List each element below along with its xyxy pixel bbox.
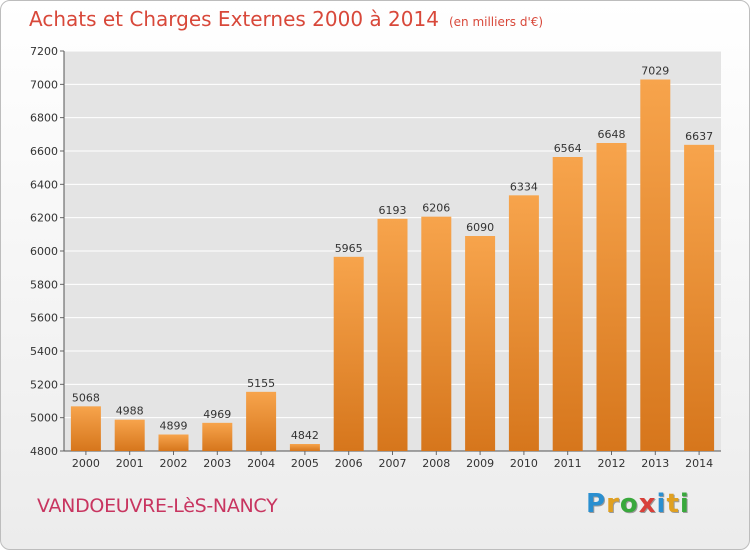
- logo-letter: x: [638, 489, 657, 519]
- x-tick-label: 2004: [247, 457, 275, 470]
- x-tick-label: 2002: [160, 457, 188, 470]
- logo-letter: i: [679, 489, 690, 519]
- bar-value-label: 5068: [72, 391, 100, 404]
- bar-value-label: 7029: [641, 65, 669, 78]
- x-tick-label: 2010: [510, 457, 538, 470]
- x-tick-label: 2003: [203, 457, 231, 470]
- x-tick-label: 2005: [291, 457, 319, 470]
- commune-name: VANDOEUVRE-LèS-NANCY: [37, 495, 278, 517]
- y-tick-label: 5800: [30, 278, 58, 291]
- bar-value-label: 6564: [554, 142, 582, 155]
- bar: [421, 216, 452, 451]
- y-tick-label: 6600: [30, 145, 58, 158]
- bar-value-label: 4842: [291, 429, 319, 442]
- bar: [333, 256, 364, 451]
- bar: [158, 434, 189, 451]
- bar: [640, 79, 671, 451]
- x-tick-label: 2007: [379, 457, 407, 470]
- logo-letter: r: [606, 489, 620, 519]
- bar-value-label: 6206: [422, 202, 450, 215]
- y-tick-label: 7200: [30, 45, 58, 58]
- y-tick-label: 7000: [30, 78, 58, 91]
- bar: [377, 218, 408, 451]
- logo-letter: P: [586, 489, 607, 519]
- x-tick-label: 2011: [554, 457, 582, 470]
- bar: [70, 406, 101, 451]
- x-tick-label: 2014: [685, 457, 713, 470]
- chart-subtitle: (en milliers d'€): [448, 15, 544, 29]
- bar-value-label: 5965: [335, 242, 363, 255]
- y-tick-label: 5400: [30, 345, 58, 358]
- bar: [246, 391, 277, 451]
- chart-title: Achats et Charges Externes 2000 à 2014 (e…: [29, 7, 543, 31]
- y-tick-label: 5200: [30, 378, 58, 391]
- bar: [202, 422, 233, 451]
- bar-value-label: 6193: [379, 204, 407, 217]
- chart-title-text: Achats et Charges Externes 2000 à 2014: [29, 7, 439, 31]
- x-tick-label: 2009: [466, 457, 494, 470]
- x-tick-label: 2008: [422, 457, 450, 470]
- bar: [596, 143, 627, 451]
- x-tick-label: 2000: [72, 457, 100, 470]
- x-tick-label: 2012: [598, 457, 626, 470]
- bar-value-label: 4899: [160, 420, 188, 433]
- bar: [684, 144, 715, 452]
- bar-value-label: 6090: [466, 221, 494, 234]
- y-tick-label: 6000: [30, 245, 58, 258]
- x-tick-label: 2013: [641, 457, 669, 470]
- bar: [465, 236, 496, 451]
- proxiti-logo[interactable]: Proxiti: [586, 489, 690, 519]
- bar-value-label: 4988: [116, 405, 144, 418]
- y-tick-label: 6800: [30, 112, 58, 125]
- bar-value-label: 5155: [247, 377, 275, 390]
- bar-value-label: 6637: [685, 130, 713, 143]
- bar: [508, 195, 539, 451]
- bar-value-label: 4969: [203, 408, 231, 421]
- bar-value-label: 6648: [598, 128, 626, 141]
- bar: [289, 444, 320, 451]
- bar-value-label: 6334: [510, 180, 538, 193]
- bar: [552, 157, 583, 451]
- y-tick-label: 5000: [30, 412, 58, 425]
- y-tick-label: 6200: [30, 212, 58, 225]
- logo-letter: i: [656, 489, 667, 519]
- logo-letter: o: [619, 489, 639, 519]
- bar: [114, 419, 145, 451]
- y-tick-label: 5600: [30, 312, 58, 325]
- x-tick-label: 2001: [116, 457, 144, 470]
- bar-chart: 4800 5000 5200 5400 5600 5800 6000 6200 6400 6600…: [30, 45, 721, 470]
- x-tick-label: 2006: [335, 457, 363, 470]
- logo-letter: t: [666, 489, 680, 519]
- y-tick-label: 4800: [30, 445, 58, 458]
- y-tick-label: 6400: [30, 178, 58, 191]
